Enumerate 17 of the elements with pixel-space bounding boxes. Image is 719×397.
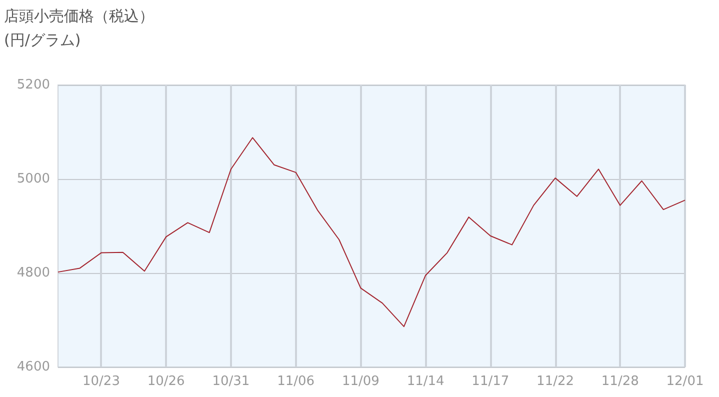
x-tick-label: 11/14 xyxy=(406,374,444,389)
x-tick-label: 11/28 xyxy=(601,374,639,389)
y-tick-label: 5000 xyxy=(16,172,50,186)
chart-subtitle: (円/グラム) xyxy=(4,30,82,51)
x-tick-label: 10/31 xyxy=(212,374,250,389)
y-tick-label: 4600 xyxy=(16,360,50,374)
y-tick-label: 5200 xyxy=(16,78,50,92)
x-tick-label: 11/09 xyxy=(342,374,380,389)
x-tick-label: 12/01 xyxy=(666,374,704,389)
y-tick-label: 4800 xyxy=(16,266,50,280)
x-tick-label: 11/17 xyxy=(472,374,510,389)
x-tick-label: 10/26 xyxy=(147,374,185,389)
chart-title: 店頭小売価格（税込） xyxy=(4,6,154,27)
x-tick-label: 10/23 xyxy=(82,374,120,389)
x-tick-label: 11/06 xyxy=(277,374,315,389)
x-tick-label: 11/22 xyxy=(536,374,574,389)
line-series xyxy=(58,137,686,328)
